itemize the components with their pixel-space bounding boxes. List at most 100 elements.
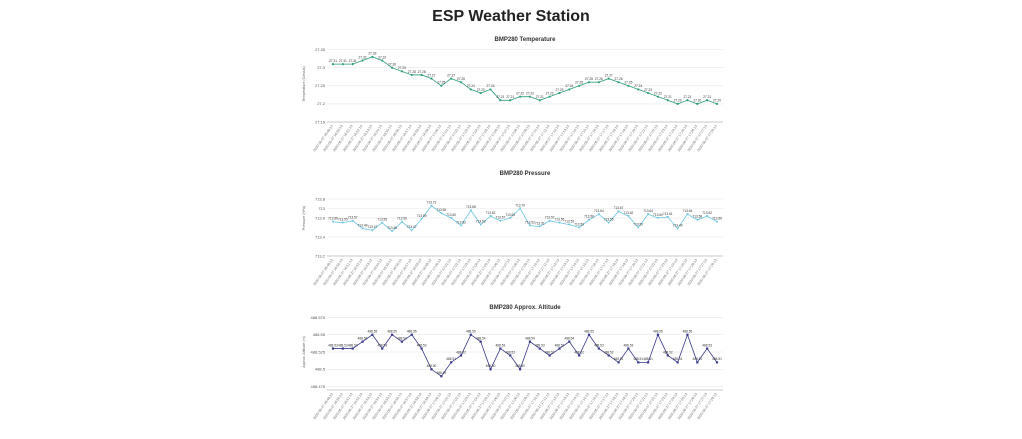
data-point bbox=[528, 340, 532, 343]
data-point bbox=[538, 99, 541, 102]
data-point bbox=[558, 221, 561, 225]
chart-title: BMP280 Approx. Altitude bbox=[489, 305, 561, 311]
data-point bbox=[479, 223, 482, 226]
data-label: 488.53 bbox=[348, 343, 358, 347]
data-label: 27.21 bbox=[703, 95, 711, 99]
data-point bbox=[715, 220, 719, 224]
y-tick-label: 713.4 bbox=[315, 234, 326, 239]
data-label: 27.20 bbox=[713, 99, 721, 103]
data-label: 713.64 bbox=[683, 209, 693, 213]
data-label: 488.53 bbox=[377, 343, 387, 347]
data-label: 713.57 bbox=[348, 216, 358, 220]
data-point bbox=[656, 217, 660, 220]
data-label: 488.50 bbox=[486, 364, 496, 368]
data-label: 488.50 bbox=[427, 364, 437, 368]
data-label: 713.56 bbox=[712, 217, 722, 221]
data-point bbox=[686, 99, 689, 102]
data-point bbox=[449, 217, 453, 220]
data-label: 713.53 bbox=[564, 219, 574, 223]
chart-title: BMP280 Pressure bbox=[500, 171, 551, 177]
data-point bbox=[479, 340, 482, 343]
data-point bbox=[381, 347, 384, 350]
data-label: 27.20 bbox=[674, 99, 682, 103]
data-label: 488.51 bbox=[692, 357, 702, 361]
data-label: 27.31 bbox=[339, 59, 347, 63]
data-label: 713.73 bbox=[427, 200, 437, 204]
data-point bbox=[420, 73, 423, 77]
data-point bbox=[381, 59, 384, 62]
data-point bbox=[341, 62, 344, 66]
y-tick-label: 713 bbox=[318, 206, 325, 211]
data-point bbox=[568, 340, 571, 343]
data-point bbox=[548, 219, 551, 223]
data-point bbox=[617, 361, 620, 364]
data-label: 27.27 bbox=[427, 73, 435, 77]
data-point bbox=[528, 224, 532, 227]
data-label: 713.57 bbox=[545, 216, 555, 220]
data-point bbox=[636, 226, 640, 229]
data-label: 488.52 bbox=[604, 350, 614, 354]
data-point bbox=[420, 347, 423, 350]
data-point bbox=[440, 212, 443, 215]
data-label: 488.55 bbox=[387, 330, 397, 334]
data-point bbox=[390, 333, 394, 336]
data-point bbox=[568, 88, 571, 91]
y-tick-label: 27.25 bbox=[315, 83, 326, 88]
data-label: 488.53 bbox=[624, 343, 634, 347]
data-point bbox=[607, 354, 610, 357]
data-label: 27.33 bbox=[368, 52, 376, 56]
y-tick-label: 27.2 bbox=[317, 101, 326, 106]
data-point bbox=[597, 347, 600, 350]
y-axis-label: Pressure (hPa) bbox=[302, 206, 306, 230]
data-point bbox=[430, 368, 433, 371]
data-point bbox=[459, 81, 463, 84]
data-point bbox=[351, 347, 354, 350]
data-label: 713.62 bbox=[624, 211, 634, 215]
data-point bbox=[715, 102, 719, 106]
data-point bbox=[568, 223, 571, 226]
data-point bbox=[499, 219, 502, 223]
y-tick-label: 488.5 bbox=[315, 367, 326, 372]
data-point bbox=[558, 347, 561, 350]
data-label: 488.54 bbox=[397, 336, 407, 340]
data-point bbox=[637, 88, 640, 91]
data-label: 488.55 bbox=[683, 330, 693, 334]
temperature-chart: BMP280 Temperature Temperature (Celsius) 2… bbox=[302, 37, 723, 152]
data-point bbox=[627, 347, 630, 350]
data-label: 488.53 bbox=[496, 343, 506, 347]
data-label: 27.24 bbox=[487, 84, 495, 88]
data-label: 713.55 bbox=[604, 218, 614, 222]
data-label: 713.52 bbox=[525, 220, 535, 224]
data-point bbox=[627, 84, 630, 87]
data-label: 27.24 bbox=[565, 84, 573, 88]
data-point bbox=[459, 354, 463, 357]
data-point bbox=[617, 210, 620, 213]
data-point bbox=[646, 213, 650, 216]
data-point bbox=[420, 217, 423, 221]
data-point bbox=[627, 215, 630, 218]
data-label: 488.53 bbox=[594, 343, 604, 347]
data-label: 27.23 bbox=[477, 88, 485, 92]
data-label: 488.51 bbox=[643, 357, 653, 361]
data-label: 713.47 bbox=[407, 225, 417, 229]
data-point bbox=[351, 62, 354, 66]
data-label: 713.52 bbox=[456, 220, 466, 224]
data-point bbox=[587, 333, 591, 336]
data-label: 713.46 bbox=[387, 226, 397, 230]
data-point bbox=[518, 95, 522, 98]
data-point bbox=[489, 215, 492, 218]
data-label: 27.25 bbox=[437, 81, 445, 85]
data-point bbox=[538, 347, 541, 350]
data-label: 488.55 bbox=[407, 330, 417, 334]
data-label: 713.62 bbox=[702, 211, 712, 215]
data-label: 488.49 bbox=[436, 371, 446, 375]
data-point bbox=[676, 102, 679, 106]
data-label: 713.49 bbox=[673, 223, 683, 227]
data-label: 713.51 bbox=[535, 221, 545, 225]
data-label: 713.59 bbox=[417, 214, 427, 218]
data-point bbox=[361, 59, 364, 62]
data-point bbox=[705, 215, 709, 218]
data-label: 27.26 bbox=[595, 77, 603, 81]
data-point bbox=[518, 207, 522, 210]
data-label: 713.53 bbox=[476, 219, 486, 223]
